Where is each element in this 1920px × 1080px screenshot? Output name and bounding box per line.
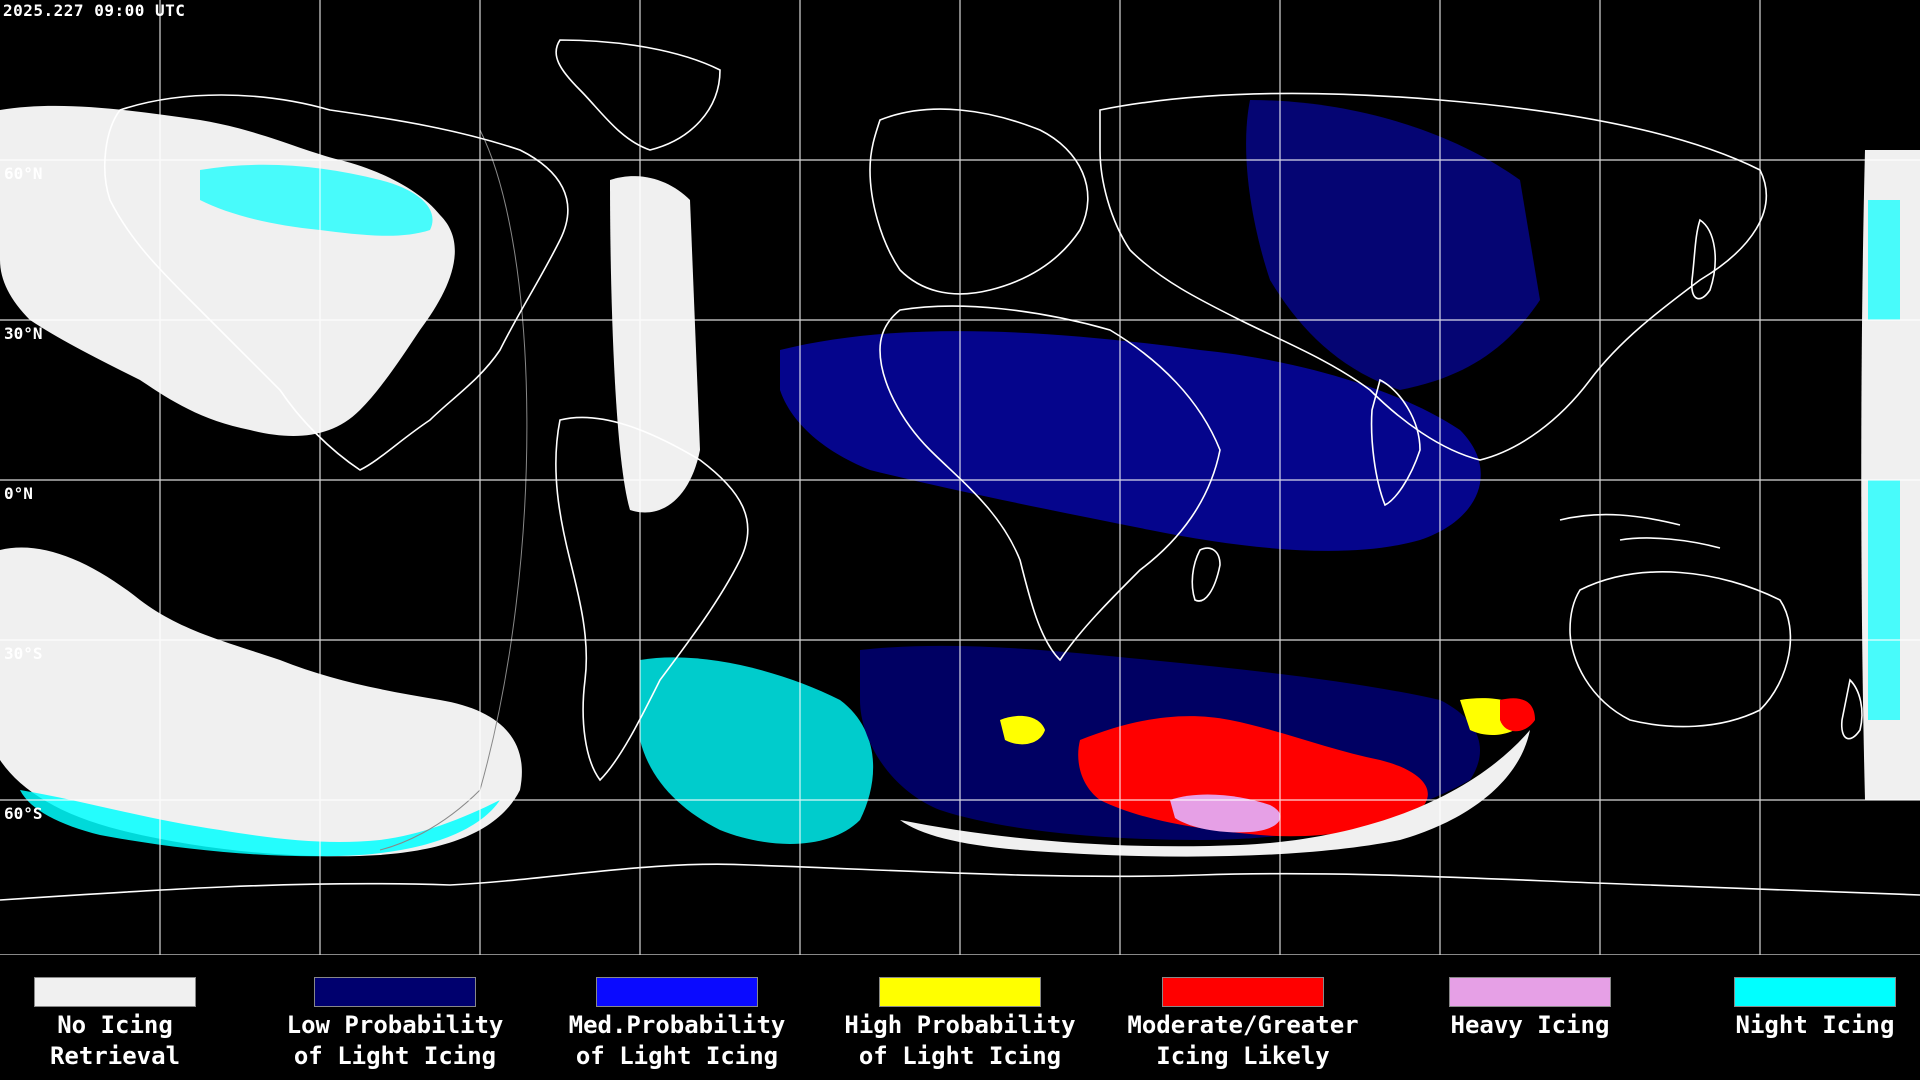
new-zealand-coastline [1840, 678, 1863, 740]
madagascar-coastline [1191, 547, 1221, 602]
australia-coastline [1569, 571, 1792, 728]
southern-ocean-heavy-icing [1170, 794, 1281, 833]
far-east-disk-night [1868, 200, 1900, 720]
legend-label-heavy-icing: Heavy Icing [1385, 1010, 1675, 1041]
africa-icing-scatter-blue [780, 331, 1481, 551]
asia-coastline [1099, 92, 1768, 461]
lat-label-30n: 30°N [4, 324, 43, 343]
east-satellite-coverage [610, 100, 1920, 857]
legend-swatch-high-probability [879, 977, 1041, 1007]
west-disk-edge [379, 129, 528, 851]
west-no-icing-region-south [0, 547, 522, 857]
icing-legend: No Icing Retrieval Low Probability of Ligh… [0, 960, 1920, 1080]
southern-ocean-high-probability [1000, 715, 1045, 745]
legend-label-moderate-icing-line2: Icing Likely [1156, 1042, 1330, 1070]
legend-item-heavy-icing: Heavy Icing [1385, 960, 1675, 1041]
legend-item-no-icing: No Icing Retrieval [0, 960, 260, 1072]
antarctica-coastline [0, 863, 1920, 901]
legend-swatch-heavy-icing [1449, 977, 1611, 1007]
legend-label-night-icing: Night Icing [1670, 1010, 1920, 1041]
legend-label-high-probability-line1: High Probability [844, 1011, 1076, 1039]
lat-label-0n: 0°N [4, 484, 33, 503]
legend-label-low-probability-line1: Low Probability [286, 1011, 504, 1039]
legend-item-high-probability: High Probability of Light Icing [815, 960, 1105, 1072]
legend-item-moderate-icing: Moderate/Greater Icing Likely [1098, 960, 1388, 1072]
legend-label-low-probability-line2: of Light Icing [293, 1042, 497, 1070]
legend-label-moderate-icing: Moderate/Greater Icing Likely [1098, 1010, 1388, 1072]
graticule [0, 0, 1920, 955]
legend-label-high-probability-line2: of Light Icing [858, 1042, 1062, 1070]
lat-label-60s: 60°S [4, 804, 43, 823]
west-satellite-coverage [0, 105, 528, 857]
legend-label-night-icing-line1: Night Icing [1735, 1011, 1895, 1039]
legend-label-no-icing-line2: Retrieval [49, 1042, 181, 1070]
eurasia-icing-scatter-blue [1246, 100, 1540, 390]
legend-swatch-low-probability [314, 977, 476, 1007]
east-disk-no-icing-crescent [900, 730, 1530, 857]
east-no-icing-strip [610, 176, 700, 513]
legend-label-med-probability-line1: Med.Probability [568, 1011, 786, 1039]
product-timestamp: 2025.227 09:00 UTC [3, 1, 186, 20]
legend-label-heavy-icing-line1: Heavy Icing [1450, 1011, 1610, 1039]
southern-ocean-moderate-icing [1078, 716, 1428, 837]
legend-label-med-probability: Med.Probability of Light Icing [532, 1010, 822, 1072]
legend-item-low-probability: Low Probability of Light Icing [250, 960, 540, 1072]
lat-label-60n: 60°N [4, 164, 43, 183]
legend-label-low-probability: Low Probability of Light Icing [250, 1010, 540, 1072]
africa-coastline [879, 305, 1221, 662]
indonesia-coastline [1559, 513, 1721, 549]
legend-label-moderate-icing-line1: Moderate/Greater [1127, 1011, 1359, 1039]
legend-label-no-icing: No Icing Retrieval [0, 1010, 260, 1072]
legend-label-high-probability: High Probability of Light Icing [815, 1010, 1105, 1072]
greenland-coastline [555, 39, 721, 151]
legend-label-no-icing-line1: No Icing [57, 1011, 173, 1039]
legend-item-med-probability: Med.Probability of Light Icing [532, 960, 822, 1072]
legend-swatch-moderate-icing [1162, 977, 1324, 1007]
legend-item-night-icing: Night Icing [1670, 960, 1920, 1041]
legend-label-med-probability-line2: of Light Icing [575, 1042, 779, 1070]
atlantic-night-icing [640, 657, 874, 844]
india-coastline [1370, 378, 1421, 507]
indian-ocean-moderate-icing [1500, 698, 1535, 732]
north-america-coastline [104, 94, 569, 471]
west-night-icing-region [20, 790, 500, 857]
coastlines [0, 39, 1920, 901]
west-no-icing-region-north [0, 105, 455, 436]
lat-label-30s: 30°S [4, 644, 43, 663]
europe-coastline [869, 108, 1089, 295]
legend-swatch-night-icing [1734, 977, 1896, 1007]
west-night-icing-patches [200, 164, 433, 236]
legend-swatch-med-probability [596, 977, 758, 1007]
south-america-coastline [555, 416, 749, 782]
japan-coastline [1690, 218, 1716, 300]
icing-map [0, 0, 1920, 955]
legend-swatch-no-icing [34, 977, 196, 1007]
